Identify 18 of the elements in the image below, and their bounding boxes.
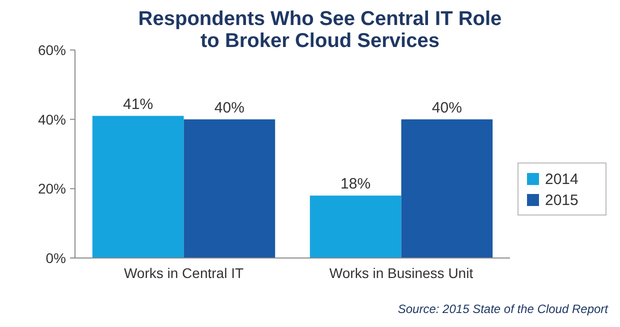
y-tick-label: 40%	[38, 111, 66, 128]
text: 41%	[123, 96, 154, 113]
bar	[92, 116, 184, 258]
bar	[401, 119, 493, 258]
bar	[310, 196, 402, 258]
source-note: Source: 2015 State of the Cloud Report	[398, 302, 609, 316]
text: 40%	[214, 99, 244, 116]
text: 18%	[340, 176, 371, 193]
bar	[184, 119, 276, 258]
y-tick-label: 60%	[38, 42, 66, 58]
text: 40%	[432, 99, 462, 116]
legend-label: 2015	[545, 192, 578, 209]
legend-label: 2014	[545, 171, 578, 188]
x-tick-label: Works in Business Unit	[329, 265, 474, 281]
y-tick-label: 0%	[46, 250, 66, 266]
x-tick-label: Works in Central IT	[124, 265, 244, 281]
chart-title: Respondents Who See Central IT Role to Broker Cloud Services	[138, 8, 502, 52]
y-tick-label: 20%	[38, 180, 66, 197]
